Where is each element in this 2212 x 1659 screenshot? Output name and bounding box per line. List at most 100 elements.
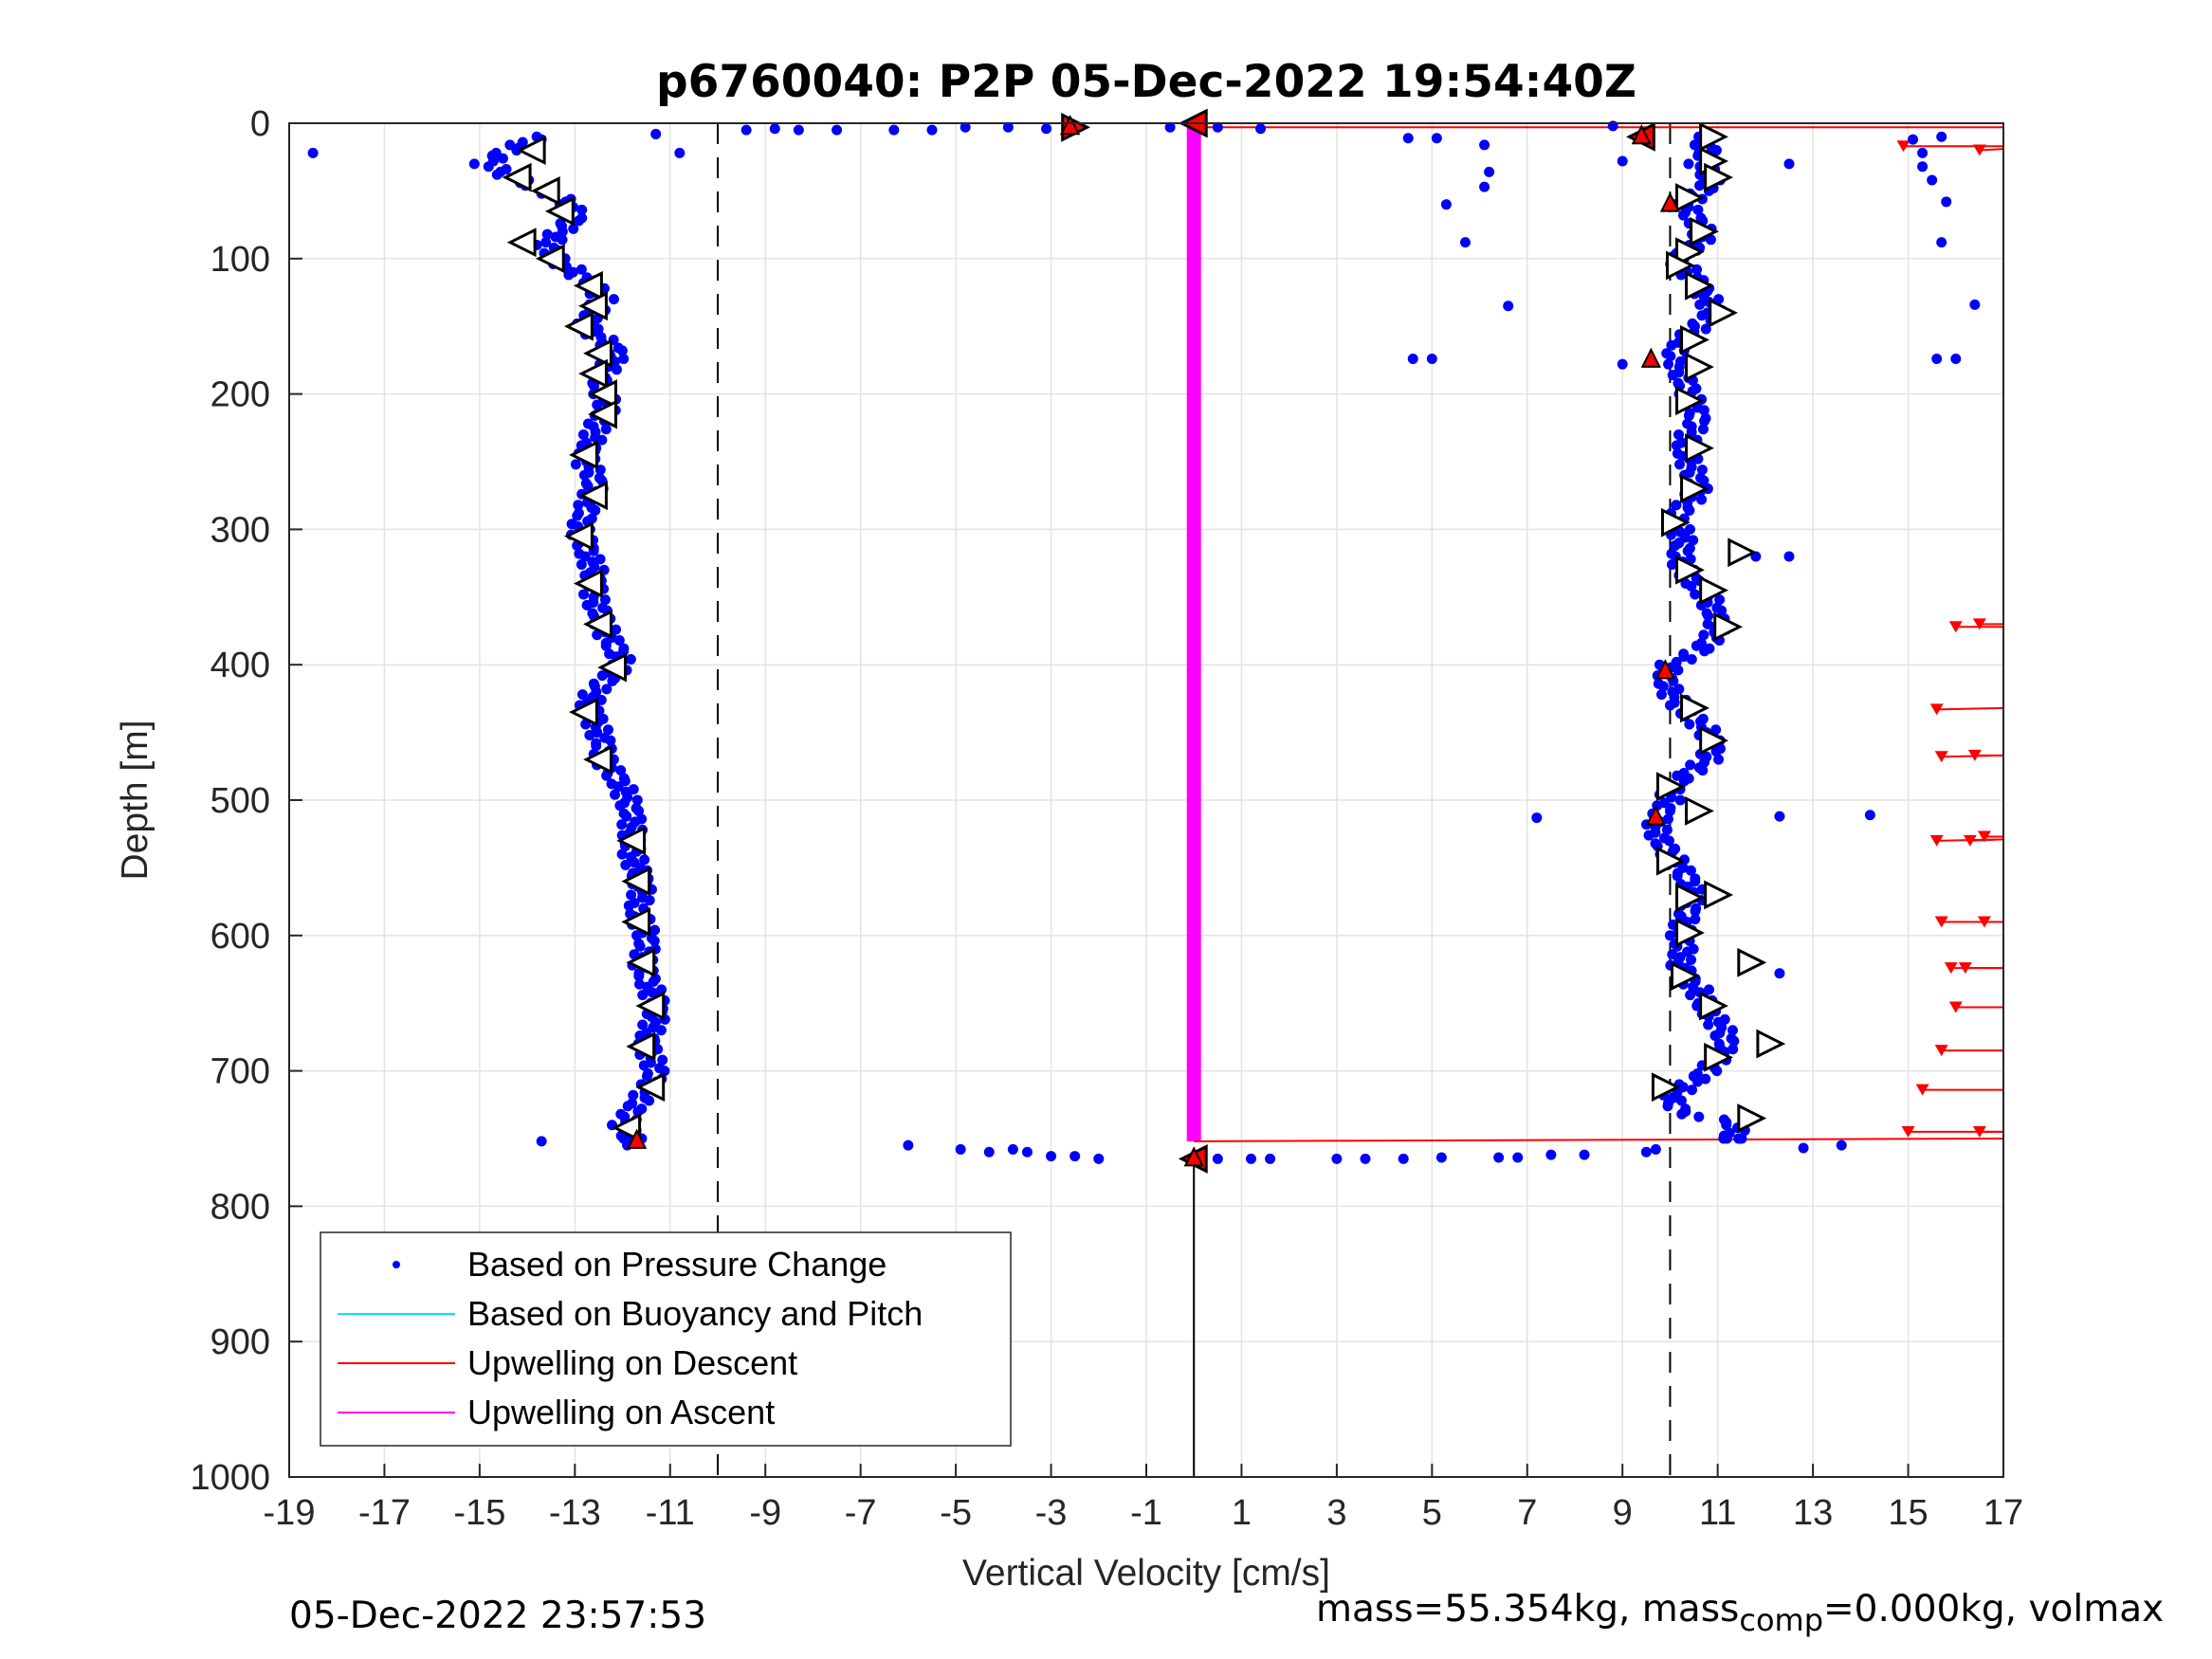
pressure-change-point (491, 169, 503, 180)
pitch-marker-ascent (1699, 121, 1728, 152)
upwelling-descent-tick (1972, 144, 1986, 156)
pitch-marker-descent (564, 311, 594, 341)
pitch-marker-ascent (1713, 611, 1744, 642)
upwelling-descent-marker (1183, 1146, 1204, 1167)
pitch-marker-ascent (1704, 880, 1734, 910)
pressure-change-point (592, 629, 603, 641)
x-tick-label: -17 (358, 1493, 411, 1533)
pitch-marker-descent (578, 358, 608, 389)
x-tick-label: -13 (549, 1493, 601, 1533)
pressure-change-point (1212, 121, 1223, 133)
x-tick-label: -19 (264, 1493, 316, 1533)
pressure-change-point (1674, 794, 1686, 806)
chart-title: p6760040: P2P 05-Dec-2022 19:54:40Z (656, 56, 1636, 108)
pressure-change-point (674, 147, 686, 158)
pressure-change-point (1684, 504, 1695, 516)
pressure-change-point (1936, 131, 1947, 142)
pressure-change-point (1703, 611, 1714, 622)
pressure-change-point (1908, 134, 1919, 145)
pressure-change-point (600, 424, 612, 435)
pitch-marker-ascent (1737, 1103, 1767, 1134)
pressure-change-point (832, 124, 843, 136)
pressure-change-point (577, 428, 589, 440)
pressure-change-point (1698, 629, 1709, 641)
pitch-marker-descent (597, 652, 628, 683)
pressure-change-point (1699, 646, 1710, 657)
pressure-change-point (1694, 180, 1706, 191)
upwelling-descent-tick (1929, 703, 1944, 716)
pressure-change-point (591, 740, 602, 752)
pressure-change-point (1693, 1111, 1705, 1122)
y-tick-label: 0 (250, 104, 270, 144)
pressure-change-point (1398, 1153, 1409, 1164)
pressure-change-point (1684, 523, 1695, 535)
x-tick-label: 3 (1326, 1493, 1346, 1533)
x-tick-label: 13 (1793, 1493, 1833, 1533)
x-tick-label: 7 (1517, 1493, 1537, 1533)
pitch-marker-ascent (1651, 1072, 1681, 1103)
pressure-change-point (1046, 1151, 1057, 1162)
y-tick-label: 500 (210, 781, 270, 821)
pressure-change-point (620, 860, 631, 871)
x-tick-label: 9 (1613, 1493, 1633, 1533)
pressure-change-point (557, 234, 568, 246)
pitch-marker-ascent (1685, 270, 1714, 301)
pressure-change-point (1697, 424, 1709, 435)
pressure-change-point (659, 1066, 670, 1077)
pressure-change-point (1643, 830, 1654, 841)
y-tick-label: 200 (210, 375, 270, 415)
pitch-marker-ascent (1675, 918, 1705, 948)
pressure-change-point (1407, 353, 1418, 364)
pressure-change-point (1774, 811, 1785, 822)
pressure-change-point (1727, 1025, 1738, 1036)
pressure-change-point (641, 1070, 652, 1082)
pressure-change-point (633, 971, 645, 982)
upwelling-descent-line (1194, 1138, 2004, 1142)
pressure-change-point (1664, 700, 1675, 711)
pressure-change-point (1705, 234, 1716, 246)
pressure-change-point (1736, 1133, 1747, 1144)
pitch-marker-ascent (1699, 991, 1728, 1021)
footer-mass-text: mass=55.354kg, mass (1316, 1588, 1739, 1631)
pressure-change-point (1711, 1066, 1723, 1077)
pressure-change-point (1783, 158, 1795, 170)
pressure-change-point (576, 689, 588, 701)
pressure-change-point (1673, 428, 1685, 440)
pressure-change-point (1697, 765, 1709, 776)
pitch-marker-descent (588, 399, 617, 429)
pitch-marker-ascent (1685, 352, 1714, 382)
pitch-marker-ascent (1675, 883, 1705, 913)
pitch-marker-ascent (1665, 250, 1695, 281)
pressure-change-point (601, 770, 612, 781)
pitch-marker-descent (530, 175, 560, 206)
pressure-change-point (1674, 459, 1686, 470)
pressure-change-point (649, 936, 660, 947)
pressure-change-point (579, 551, 591, 562)
pressure-change-point (605, 735, 616, 746)
upwelling-descent-marker (627, 1128, 648, 1149)
upwelling-descent-tick (1929, 834, 1944, 847)
pressure-change-point (1683, 410, 1694, 421)
pitch-marker-ascent (1660, 507, 1691, 538)
legend-marker (393, 1261, 400, 1268)
pressure-change-point (626, 889, 637, 901)
pressure-change-point (1931, 353, 1943, 364)
pitch-marker-descent (583, 609, 612, 639)
pressure-change-point (1164, 121, 1176, 133)
pressure-change-point (1007, 1143, 1018, 1155)
pitch-marker-descent (635, 991, 666, 1021)
legend-label: Based on Buoyancy and Pitch (467, 1294, 923, 1333)
pressure-change-point (1686, 955, 1697, 966)
pitch-marker-descent (626, 947, 656, 977)
pressure-change-point (600, 640, 612, 651)
y-tick-label: 800 (210, 1187, 270, 1227)
pressure-change-point (1703, 1019, 1714, 1030)
x-tick-label: -3 (1035, 1493, 1068, 1533)
pressure-change-point (1716, 605, 1728, 616)
pressure-change-point (1691, 264, 1703, 275)
pitch-marker-descent (616, 826, 647, 856)
pitch-marker-descent (621, 866, 651, 897)
pitch-marker-ascent (1675, 237, 1705, 267)
pressure-change-point (1836, 1139, 1847, 1151)
pressure-change-point (576, 204, 588, 215)
